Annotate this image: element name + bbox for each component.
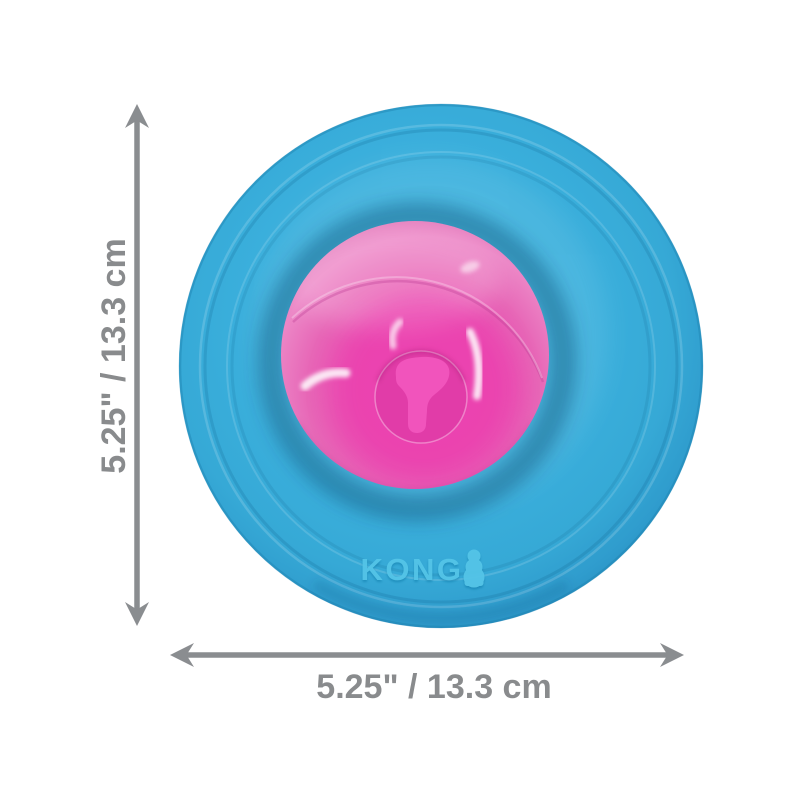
width-dimension-label: 5.25" / 13.3 cm xyxy=(316,668,551,706)
kong-logo-text: KONG xyxy=(361,552,464,587)
treat-hole-y-shape xyxy=(395,356,450,433)
arrowhead-down-icon xyxy=(125,602,149,626)
horizontal-dimension: 5.25" / 13.3 cm xyxy=(170,643,684,706)
ball-highlights xyxy=(300,261,483,400)
arrowhead-up-icon xyxy=(125,104,149,128)
vertical-dimension: 5.25" / 13.3 cm xyxy=(95,104,149,626)
kong-toy-icon xyxy=(463,549,485,588)
arrowhead-right-icon xyxy=(660,643,684,667)
treat-hole-recess xyxy=(374,349,468,444)
bowl-shadow-ring xyxy=(257,202,577,522)
toy-ball xyxy=(281,221,549,489)
arrowhead-left-icon xyxy=(170,643,194,667)
brand-logo: KONG xyxy=(361,549,485,588)
disc-outer-rim xyxy=(178,103,704,629)
height-dimension-label: 5.25" / 13.3 cm xyxy=(95,238,133,473)
